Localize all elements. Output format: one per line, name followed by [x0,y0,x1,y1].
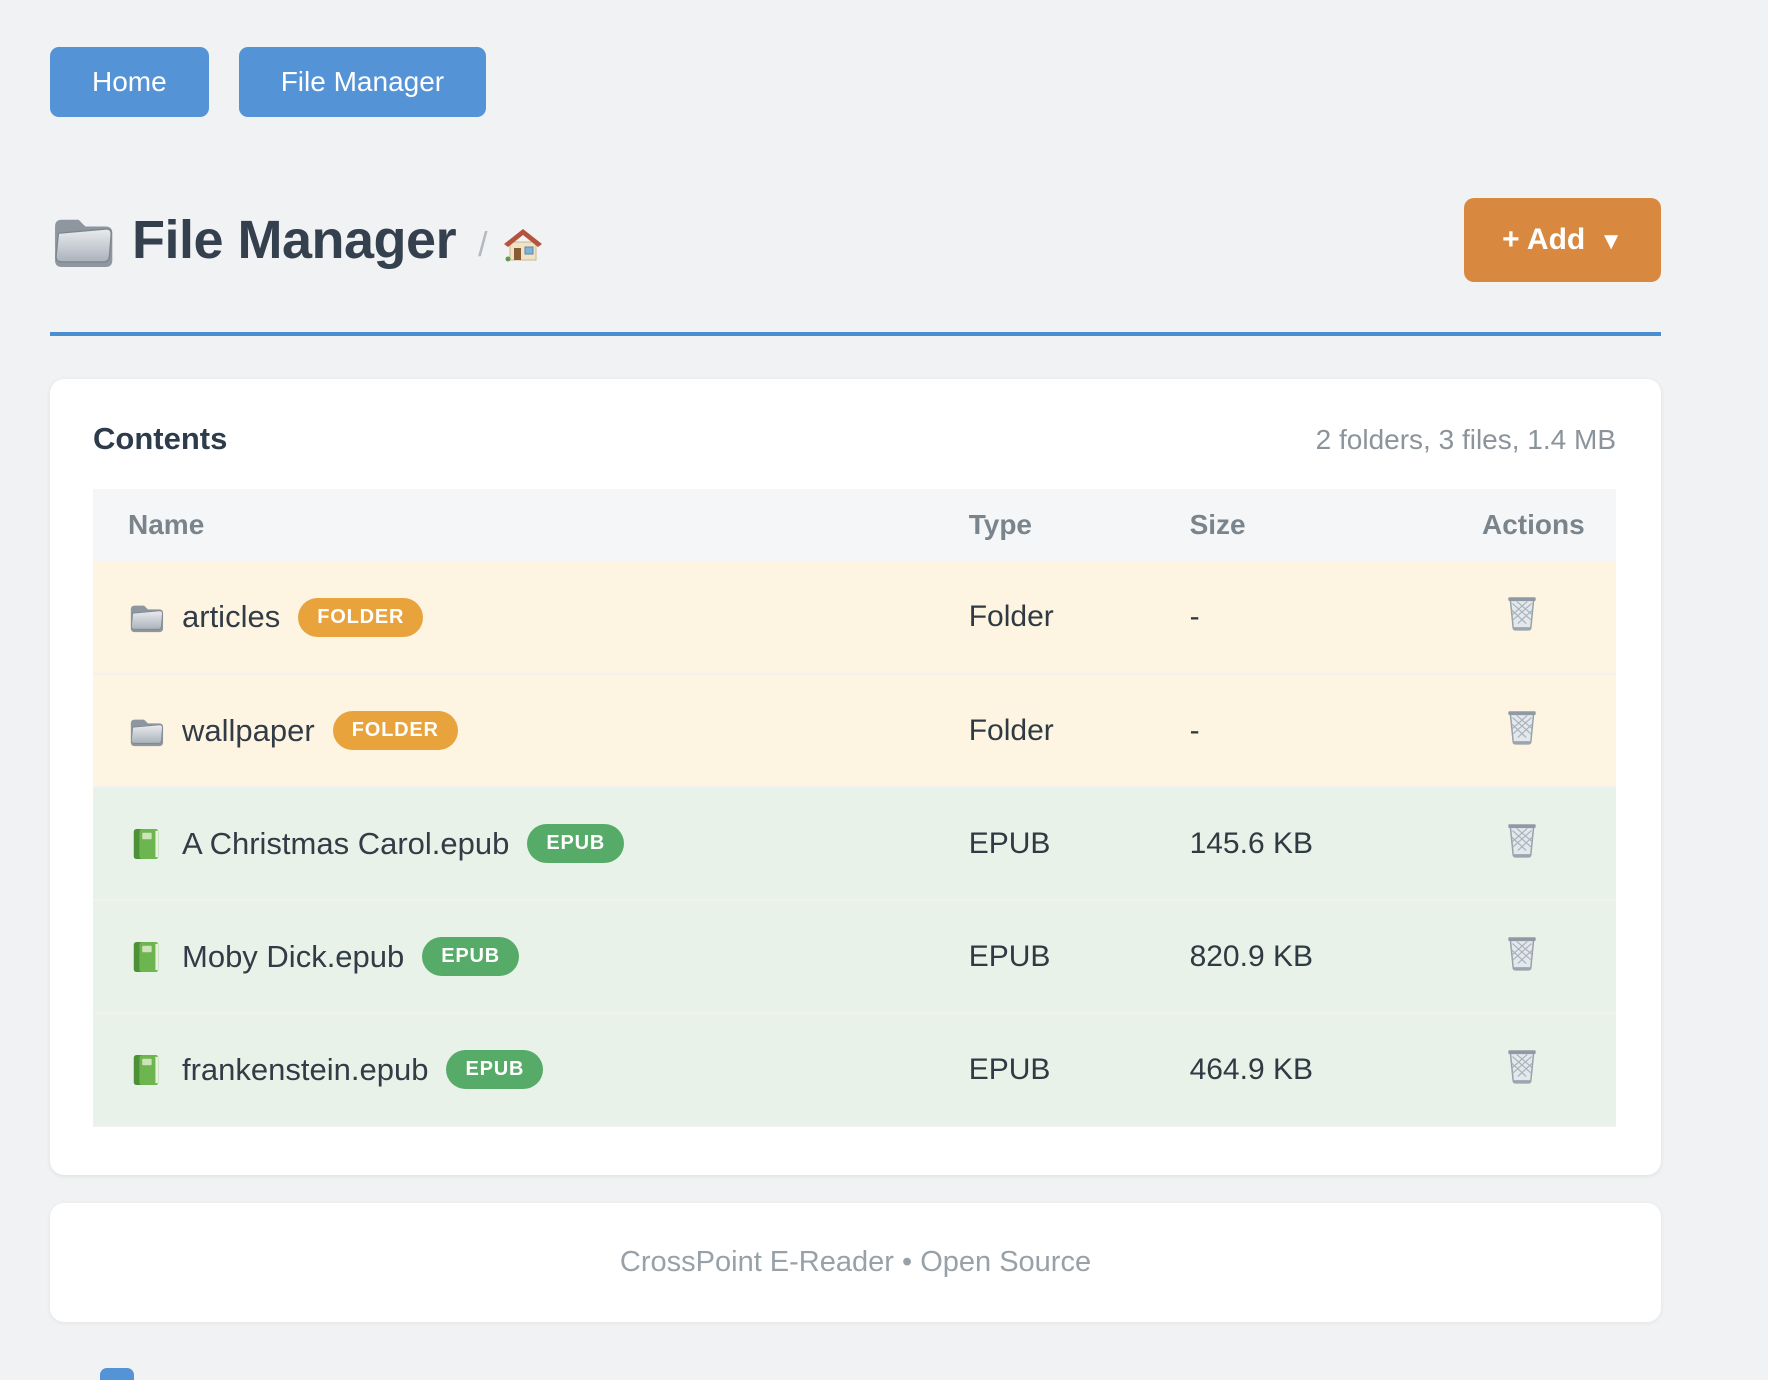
trash-icon [1507,822,1537,858]
partially-visible-button[interactable] [100,1368,134,1380]
epub-badge: EPUB [527,824,625,863]
file-name-link[interactable]: frankenstein.epub [182,1051,429,1087]
column-header-name: Name [93,489,969,561]
file-name-link[interactable]: A Christmas Carol.epub [182,825,510,861]
file-name-link[interactable]: wallpaper [182,712,315,748]
trash-icon [1507,709,1537,745]
contents-title: Contents [93,421,228,456]
type-value: EPUB [968,787,1190,901]
table-row: articles FOLDER Folder - [93,561,1616,675]
size-value: - [1189,674,1482,788]
column-header-type: Type [968,489,1190,561]
delete-button[interactable] [1504,593,1540,633]
size-value: 464.9 KB [1189,1013,1482,1127]
header-divider [50,332,1661,336]
footer-text: CrossPoint E-Reader • Open Source [619,1246,1092,1278]
epub-badge: EPUB [446,1050,544,1089]
trash-icon [1507,1048,1537,1084]
epub-badge: EPUB [422,937,520,976]
folder-icon [130,605,164,633]
column-header-actions: Actions [1481,489,1616,561]
breadcrumb-separator: / [478,225,488,264]
table-row: A Christmas Carol.epub EPUB EPUB 145.6 K… [93,787,1616,901]
delete-button[interactable] [1504,707,1540,747]
folder-icon [130,718,164,747]
size-value: 145.6 KB [1189,787,1482,901]
nav-home-button[interactable]: Home [50,47,209,117]
green-book-icon [133,1054,159,1085]
table-header-row: Name Type Size Actions [93,489,1616,561]
type-value: EPUB [968,900,1190,1014]
contents-summary: 2 folders, 3 files, 1.4 MB [1315,424,1616,455]
footer: CrossPoint E-Reader • Open Source [50,1203,1661,1322]
top-nav: Home File Manager [50,47,1661,117]
chevron-down-icon: ▼ [1599,228,1623,255]
table-row: Moby Dick.epub EPUB EPUB 820.9 KB [93,900,1616,1014]
add-button[interactable]: + Add ▼ [1464,198,1661,282]
type-value: Folder [968,674,1190,788]
green-book-icon [133,941,159,972]
table-row: frankenstein.epub EPUB EPUB 464.9 KB [93,1013,1616,1127]
trash-icon [1507,935,1537,971]
green-book-icon [133,828,159,859]
size-value: 820.9 KB [1189,900,1482,1014]
house-icon[interactable] [502,225,544,263]
trash-icon [1507,596,1537,632]
contents-card: Contents 2 folders, 3 files, 1.4 MB Name… [50,379,1661,1175]
delete-button[interactable] [1504,933,1540,973]
type-value: Folder [968,561,1190,675]
folder-badge: FOLDER [298,597,424,637]
file-name-link[interactable]: articles [182,599,281,634]
file-name-link[interactable]: Moby Dick.epub [182,938,405,974]
column-header-size: Size [1189,489,1482,561]
page-title: File Manager [132,210,457,270]
table-row: wallpaper FOLDER Folder - [93,674,1616,788]
size-value: - [1189,561,1482,675]
nav-file-manager-button[interactable]: File Manager [238,47,487,117]
add-button-label: + Add [1502,223,1586,256]
page-header: File Manager / + Add ▼ [50,194,1661,286]
type-value: EPUB [968,1013,1190,1127]
folder-icon [54,219,113,268]
files-table: Name Type Size Actions articles FOLDER F… [93,489,1616,1127]
folder-badge: FOLDER [332,711,458,750]
delete-button[interactable] [1504,1046,1540,1086]
delete-button[interactable] [1504,820,1540,860]
